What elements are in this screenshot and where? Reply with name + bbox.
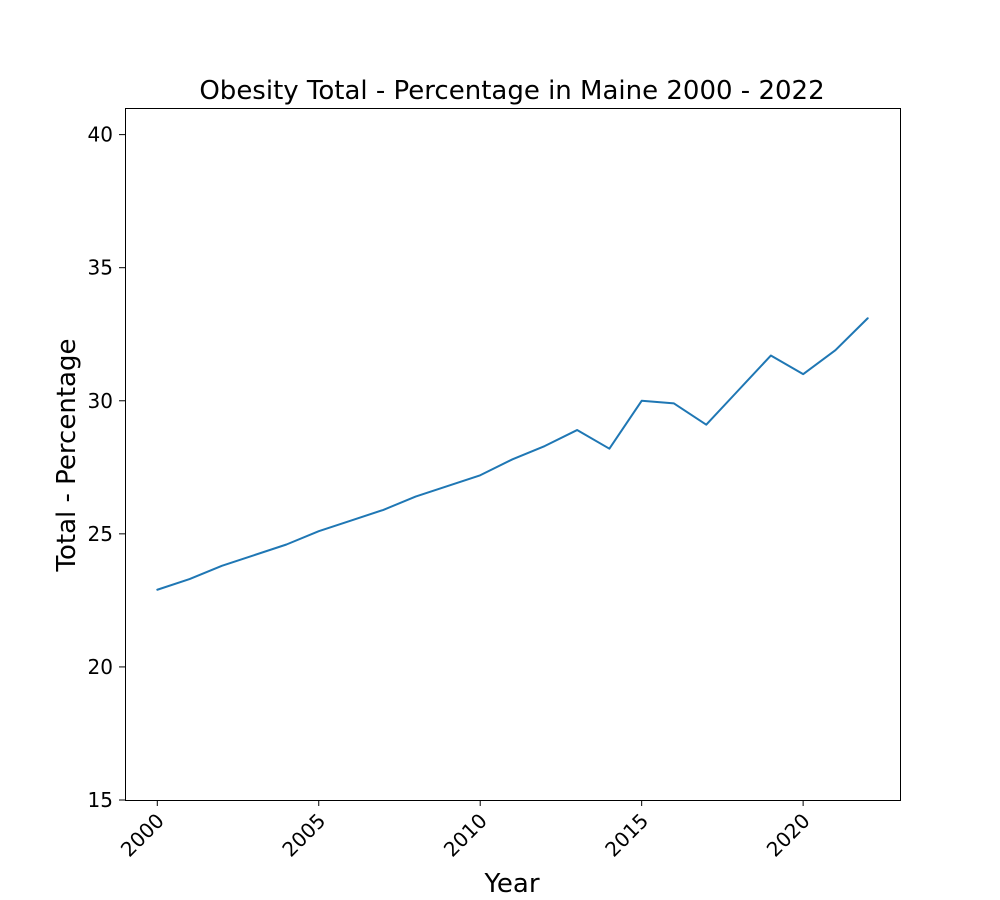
x-axis-ticks: 2000 2005 2010 2015 2020 xyxy=(116,800,815,862)
y-axis-label: Total - Percentage xyxy=(52,339,82,573)
y-tick-label: 35 xyxy=(88,256,113,280)
x-tick-label: 2015 xyxy=(600,809,653,862)
y-tick-label: 40 xyxy=(88,123,113,147)
x-tick-label: 2020 xyxy=(762,809,815,862)
plot-frame xyxy=(125,108,901,801)
x-tick-label: 2000 xyxy=(116,809,169,862)
series-line-0 xyxy=(156,317,869,591)
y-tick-label: 30 xyxy=(88,389,113,413)
y-axis-ticks: 15 20 25 30 35 40 xyxy=(88,123,125,812)
y-tick-label: 25 xyxy=(88,522,113,546)
x-axis-label: Year xyxy=(483,869,539,899)
x-tick-label: 2005 xyxy=(277,809,330,862)
y-tick-label: 15 xyxy=(88,788,113,812)
series-layer xyxy=(156,317,869,591)
chart-title: Obesity Total - Percentage in Maine 2000… xyxy=(199,76,824,106)
y-tick-label: 20 xyxy=(88,655,113,679)
x-tick-label: 2010 xyxy=(439,809,492,862)
